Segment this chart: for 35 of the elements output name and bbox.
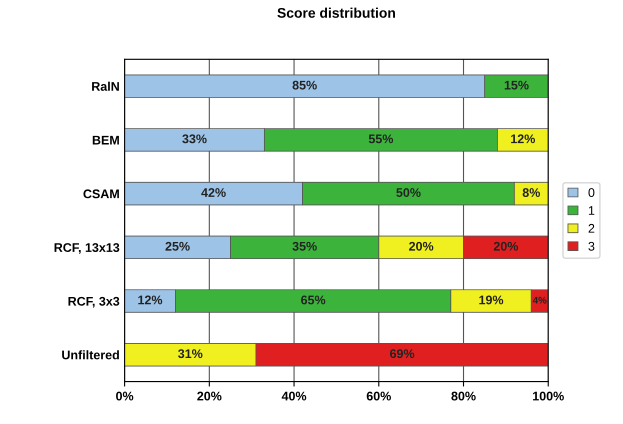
data-label: 19%	[479, 296, 504, 304]
x-tick-label: 20%	[197, 392, 222, 401]
x-tick-label: 100%	[533, 392, 564, 401]
data-label: 42%	[201, 188, 226, 197]
data-label: 85%	[292, 80, 317, 90]
data-label: 20%	[494, 242, 518, 251]
data-label: 69%	[390, 349, 414, 358]
x-tick-label: 80%	[451, 392, 476, 401]
data-label: 4%	[532, 296, 547, 304]
x-tick-label: 40%	[282, 392, 306, 401]
y-tick-label: CSAM	[83, 189, 119, 198]
data-label: 12%	[511, 134, 535, 144]
y-tick-label: RCF, 3x3	[68, 296, 120, 308]
data-label: 55%	[368, 134, 394, 144]
data-label: 31%	[178, 349, 202, 358]
data-label: 20%	[409, 242, 434, 251]
y-tick-label: Unfiltered	[62, 350, 119, 360]
data-label: 15%	[504, 80, 529, 90]
x-tick-label: 60%	[366, 392, 391, 401]
y-tick-label: RCF, 13x13	[54, 243, 120, 254]
data-label: 35%	[292, 242, 317, 251]
legend-label: 2	[588, 224, 594, 233]
data-label: 65%	[301, 296, 326, 304]
data-label: 8%	[522, 188, 540, 197]
y-tick-label: BEM	[92, 136, 119, 144]
legend-label: 1	[588, 206, 594, 215]
y-tick-label: RalN	[92, 82, 119, 91]
data-label: 12%	[138, 296, 162, 304]
data-label: 33%	[182, 134, 207, 144]
legend-label: 0	[588, 188, 594, 197]
x-tick-label: 0%	[116, 392, 134, 401]
data-label: 50%	[396, 188, 421, 197]
data-label: 25%	[165, 242, 190, 251]
chart-title: Score distribution	[277, 8, 395, 18]
legend-label: 3	[588, 242, 594, 251]
